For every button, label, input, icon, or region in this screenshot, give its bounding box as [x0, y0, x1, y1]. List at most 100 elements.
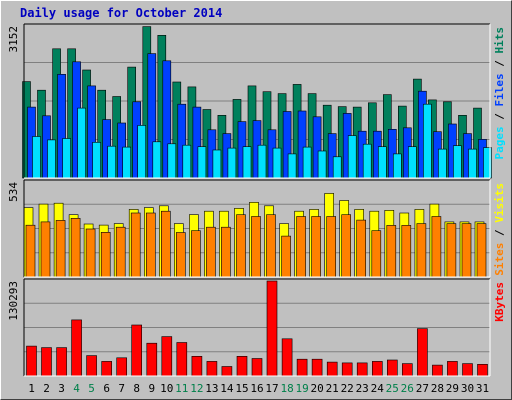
bar-pages-6: [107, 145, 116, 179]
x-tick-day-20: 20: [310, 382, 323, 395]
bar-pages-14: [227, 147, 237, 179]
bar-kbytes-5: [86, 355, 97, 377]
panel-kbytes: 130293 KBytes: [7, 278, 506, 377]
x-tick-day-27: 27: [416, 382, 429, 395]
bar-kbytes-26: [401, 363, 413, 377]
x-tick-day-5: 5: [88, 382, 95, 395]
bar-pages-9: [152, 141, 162, 179]
series-hits: [22, 26, 482, 179]
bar-sites-11: [176, 232, 186, 278]
bar-kbytes-18: [281, 338, 293, 377]
x-tick-day-22: 22: [341, 382, 354, 395]
legend-part: Pages: [493, 126, 506, 159]
bar-sites-21: [326, 216, 337, 278]
x-tick-day-12: 12: [190, 382, 203, 395]
bar-pages-2: [47, 139, 56, 179]
bar-pages-19: [302, 146, 312, 179]
x-tick-day-6: 6: [103, 382, 110, 395]
x-tick-day-1: 1: [28, 382, 35, 395]
bar-pages-10: [167, 143, 177, 179]
bar-kbytes-22: [341, 362, 353, 377]
bar-pages-28: [438, 148, 447, 179]
bar-sites-7: [115, 226, 126, 278]
bar-pages-23: [362, 143, 372, 179]
series-kbytes: [26, 280, 488, 377]
bar-pages-1: [32, 136, 41, 179]
bar-sites-9: [146, 212, 156, 278]
bar-kbytes-27: [417, 328, 428, 377]
bar-sites-19: [296, 216, 306, 278]
bar-pages-29: [453, 145, 462, 179]
bar-pages-17: [272, 147, 282, 179]
x-tick-day-11: 11: [175, 382, 188, 395]
bar-kbytes-8: [131, 324, 142, 377]
bar-kbytes-31: [477, 363, 488, 377]
bar-kbytes-24: [371, 361, 383, 377]
bar-kbytes-21: [326, 361, 338, 377]
bar-kbytes-30: [462, 363, 473, 377]
bar-pages-16: [257, 144, 267, 179]
bar-kbytes-15: [236, 355, 248, 377]
x-tick-day-18: 18: [280, 382, 293, 395]
bar-sites-16: [251, 216, 261, 278]
legend-part: Visits: [493, 183, 506, 223]
x-tick-day-26: 26: [401, 382, 414, 395]
x-tick-day-29: 29: [446, 382, 459, 395]
bar-pages-8: [137, 125, 146, 179]
bar-kbytes-25: [386, 359, 398, 377]
bar-sites-8: [130, 212, 141, 278]
bar-sites-26: [401, 225, 412, 278]
bar-sites-29: [446, 223, 457, 278]
x-tick-day-21: 21: [326, 382, 339, 395]
bar-pages-11: [182, 144, 192, 179]
bar-kbytes-11: [176, 342, 188, 377]
x-tick-day-9: 9: [148, 382, 155, 395]
bar-kbytes-12: [191, 355, 203, 377]
x-tick-day-4: 4: [73, 382, 80, 395]
x-tick-day-7: 7: [118, 382, 125, 395]
legend-part: /: [493, 107, 506, 127]
y-max-label: 534: [7, 182, 20, 202]
bar-sites-20: [311, 216, 321, 278]
legend-part: Sites: [493, 243, 506, 276]
x-tick-day-8: 8: [133, 382, 140, 395]
bar-pages-20: [317, 150, 327, 179]
bar-kbytes-20: [311, 358, 323, 377]
series-pages: [32, 103, 492, 179]
chart-panels: 3152 Pages / Files / Hits 534 Sites / Visit…: [7, 23, 506, 377]
bar-sites-1: [25, 224, 36, 278]
bar-sites-24: [371, 230, 382, 278]
bar-sites-17: [266, 214, 276, 278]
bar-kbytes-13: [206, 361, 218, 377]
bar-kbytes-2: [41, 347, 52, 377]
bar-pages-24: [377, 146, 387, 179]
panel-hits-files-pages: 3152 Pages / Files / Hits: [7, 23, 506, 179]
legend-part: Files: [493, 73, 506, 106]
bar-kbytes-1: [26, 345, 37, 377]
bar-pages-4: [77, 107, 86, 179]
bar-pages-30: [468, 148, 477, 179]
legend-kbytes: KBytes: [493, 282, 506, 322]
bar-sites-30: [461, 223, 472, 278]
bar-sites-5: [85, 228, 96, 278]
bar-sites-12: [191, 230, 201, 278]
x-tick-day-13: 13: [205, 382, 218, 395]
bar-sites-22: [341, 214, 352, 278]
legend-part: /: [493, 54, 506, 74]
bar-sites-27: [416, 223, 427, 278]
bar-pages-7: [122, 146, 131, 179]
legend-part: /: [493, 223, 506, 243]
bar-pages-3: [62, 138, 71, 179]
bar-pages-27: [423, 103, 432, 179]
bar-sites-4: [70, 218, 81, 278]
series-sites: [25, 210, 487, 278]
bar-pages-26: [407, 146, 417, 179]
bar-pages-21: [332, 156, 342, 179]
bar-kbytes-9: [146, 342, 158, 377]
bar-kbytes-17: [266, 280, 278, 377]
x-axis-labels: 1 2 3 4 5 6 7 8 9 10 11 12 13 14 15 16 17 18 19 20 21 22 23 24 2…: [28, 382, 489, 395]
bar-pages-22: [347, 135, 357, 179]
x-tick-day-24: 24: [371, 382, 385, 395]
bar-sites-2: [40, 221, 51, 278]
